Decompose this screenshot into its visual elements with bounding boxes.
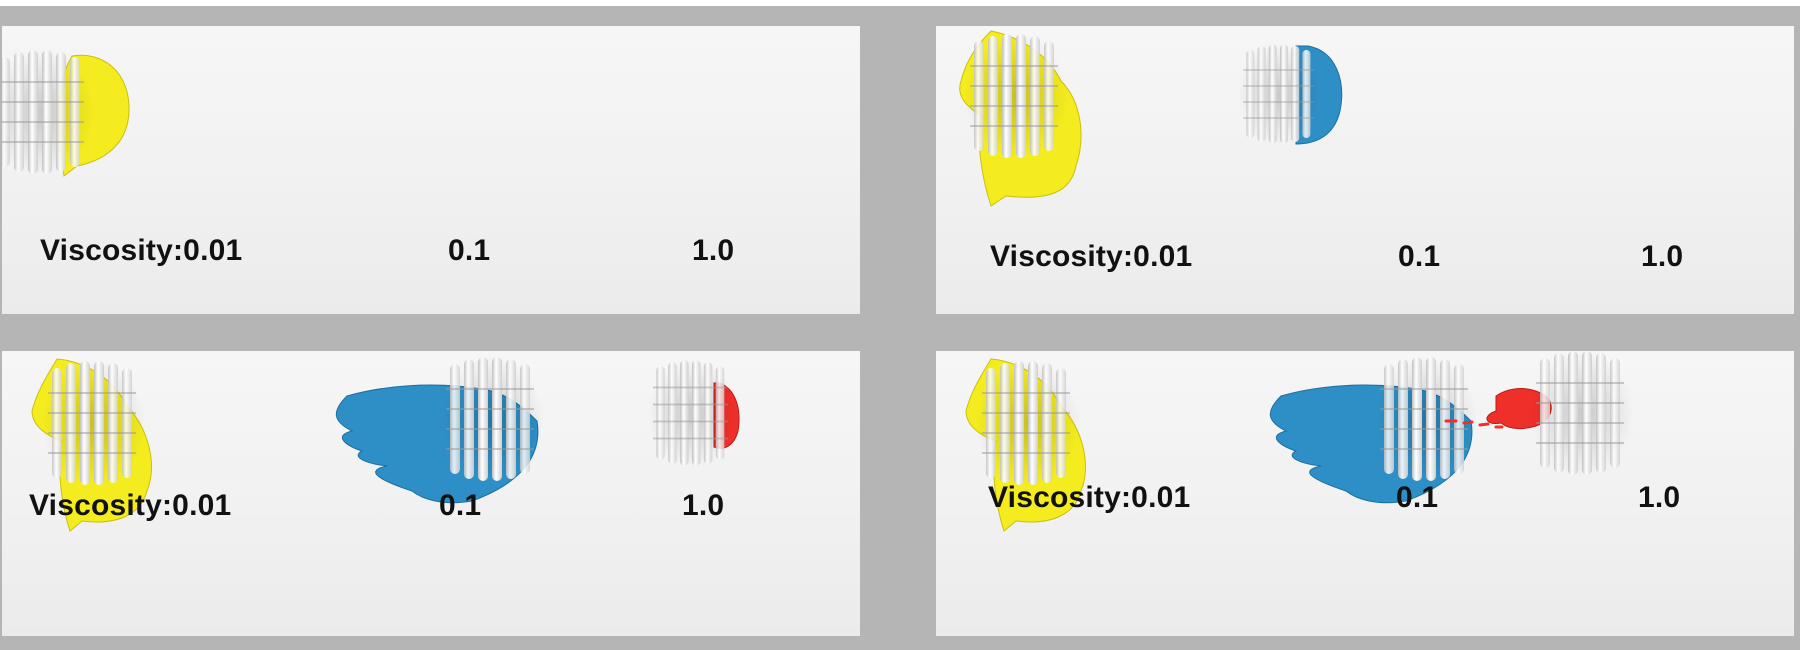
viscosity-label-1-0: 1.0	[1638, 481, 1681, 514]
simulation-panel-top-left: Viscosity:0.01 0.1 1.0	[2, 26, 860, 314]
viscosity-label-0-01: Viscosity:0.01	[990, 240, 1193, 273]
viscosity-label-0-1: 0.1	[448, 234, 491, 267]
viscosity-label-0-1: 0.1	[1398, 240, 1441, 273]
emitter-grid	[975, 360, 1081, 486]
emitter-grid	[646, 359, 738, 467]
emitter-grid	[1529, 351, 1635, 476]
viscosity-label-1-0: 1.0	[1641, 240, 1684, 273]
render-scene	[965, 351, 1635, 532]
viscosity-label-0-01: Viscosity:0.01	[988, 481, 1191, 514]
emitter-grid	[963, 33, 1069, 159]
viscosity-label-0-01: Viscosity:0.01	[29, 489, 232, 522]
figure-frame: Viscosity:0.01 0.1 1.0 Viscosity:0.01 0.…	[0, 6, 1800, 650]
emitter-grid	[1237, 43, 1323, 145]
viscosity-label-1-0: 1.0	[692, 234, 735, 267]
viscosity-label-1-0: 1.0	[682, 489, 725, 522]
render-scene	[31, 356, 740, 532]
viscosity-label-0-1: 0.1	[439, 489, 482, 522]
emitter-grid	[1373, 356, 1479, 482]
red-fluid-droplets	[1444, 419, 1504, 429]
simulation-panel-bottom-left: Viscosity:0.01 0.1 1.0	[2, 351, 860, 636]
simulation-panel-bottom-right: Viscosity:0.01 0.1 1.0	[936, 351, 1794, 636]
emitter-grid	[439, 356, 545, 482]
viscosity-label-0-1: 0.1	[1396, 481, 1439, 514]
emitter-grid	[41, 360, 147, 486]
simulation-panel-top-right: Viscosity:0.01 0.1 1.0	[936, 26, 1794, 314]
viscosity-label-0-01: Viscosity:0.01	[40, 234, 243, 267]
render-scene	[2, 49, 130, 177]
render-scene	[959, 30, 1343, 207]
